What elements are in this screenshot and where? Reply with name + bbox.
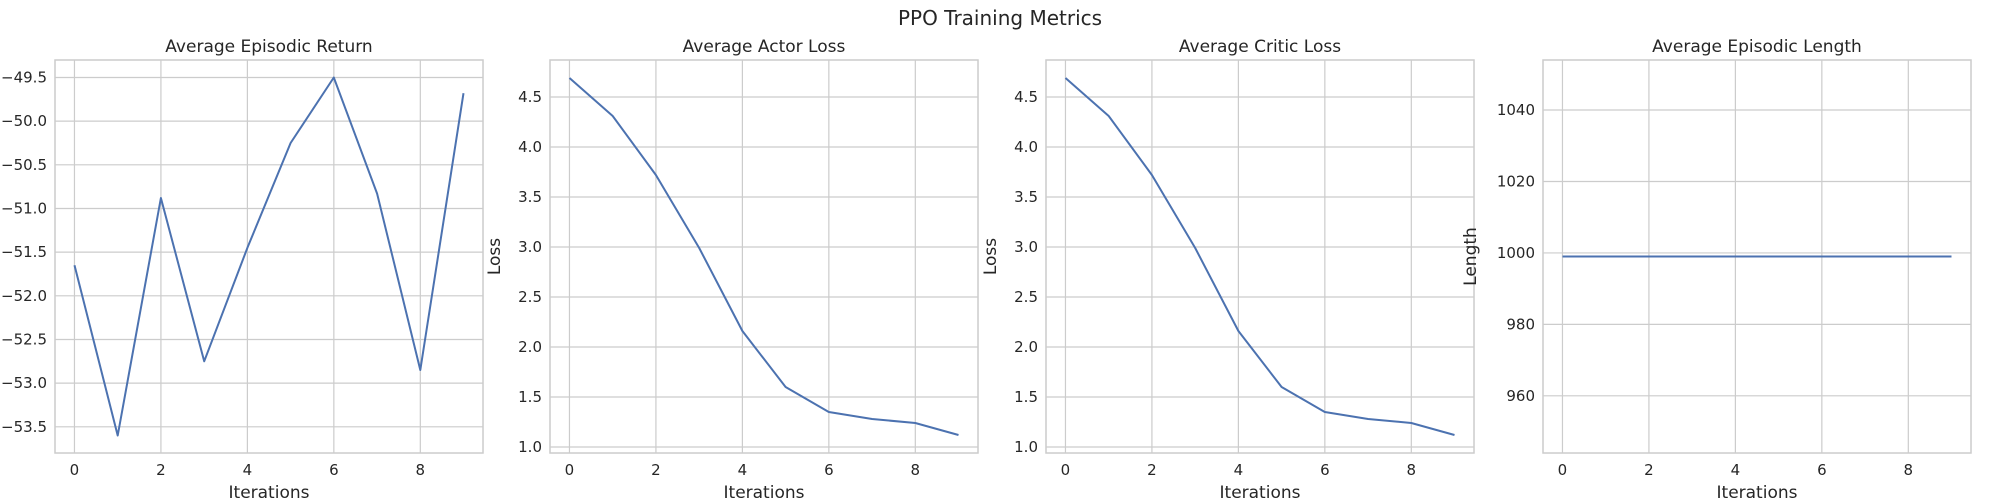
x-tick-label: 4 bbox=[1731, 461, 1741, 479]
x-tick-label: 0 bbox=[1061, 461, 1071, 479]
y-tick-label: 1.5 bbox=[1014, 388, 1038, 406]
y-tick-label: 3.0 bbox=[518, 238, 542, 256]
panels: 0 2 4 6 8 −53.5 −53.0 −52.5 −52.0 −51.5 −51.0 −50.5… bbox=[1, 37, 1972, 500]
chart-panel-4: 0 2 4 6 8 960 980 1000 1020 1040 Average Episodic … bbox=[1461, 37, 1972, 500]
y-tick-label: −52.5 bbox=[1, 330, 47, 348]
y-tick-label: −49.5 bbox=[1, 68, 47, 86]
x-tick-label: 0 bbox=[70, 461, 80, 479]
panel-title: Average Actor Loss bbox=[683, 37, 846, 57]
x-tick-label: 8 bbox=[1904, 461, 1914, 479]
x-axis-label: Iterations bbox=[1220, 483, 1301, 500]
y-tick-label: 2.5 bbox=[518, 288, 542, 306]
y-tick-label: 4.0 bbox=[518, 138, 542, 156]
x-tick-label: 4 bbox=[243, 461, 253, 479]
y-tick-label: 1000 bbox=[1497, 244, 1535, 262]
plot-frame bbox=[549, 59, 979, 454]
plot-frame bbox=[1045, 59, 1475, 454]
series-line-1 bbox=[73, 76, 465, 437]
x-axis-label: Iterations bbox=[1717, 483, 1798, 500]
y-axis-label: Loss bbox=[981, 238, 1001, 275]
x-tick-label: 8 bbox=[1407, 461, 1417, 479]
panel-title: Average Episodic Return bbox=[165, 37, 372, 57]
x-tick-label: 0 bbox=[1558, 461, 1568, 479]
y-tick-label: 1040 bbox=[1497, 101, 1535, 119]
y-tick-label: −51.0 bbox=[1, 199, 47, 217]
x-tick-label: 2 bbox=[156, 461, 166, 479]
plot-frame bbox=[54, 59, 484, 454]
x-tick-label: 6 bbox=[1320, 461, 1330, 479]
x-tick-label: 2 bbox=[651, 461, 661, 479]
panel-title: Average Critic Loss bbox=[1179, 37, 1341, 57]
y-tick-label: 1.0 bbox=[518, 438, 542, 456]
x-tick-label: 6 bbox=[329, 461, 339, 479]
x-tick-label: 4 bbox=[738, 461, 748, 479]
series-line-1 bbox=[568, 77, 959, 436]
y-tick-label: −52.0 bbox=[1, 287, 47, 305]
plot-frame bbox=[1542, 59, 1972, 454]
y-tick-label: 4.0 bbox=[1014, 138, 1038, 156]
chart-panel-2: 0 2 4 6 8 1.0 1.5 2.0 2.5 3.0 3.5 4.0 4.5 Average Act… bbox=[485, 37, 979, 500]
series-line-1 bbox=[1064, 77, 1455, 436]
panel-title: Average Episodic Length bbox=[1652, 37, 1862, 57]
x-axis-label: Iterations bbox=[229, 483, 310, 500]
chart-panel-1: 0 2 4 6 8 −53.5 −53.0 −52.5 −52.0 −51.5 −51.0 −50.5… bbox=[1, 37, 484, 500]
figure-title: PPO Training Metrics bbox=[898, 6, 1102, 30]
y-tick-label: 1.5 bbox=[518, 388, 542, 406]
x-tick-label: 2 bbox=[1147, 461, 1157, 479]
y-tick-label: −53.0 bbox=[1, 374, 47, 392]
y-tick-label: −51.5 bbox=[1, 243, 47, 261]
chart-panel-3: 0 2 4 6 8 1.0 1.5 2.0 2.5 3.0 3.5 4.0 4.5 Average Cri… bbox=[981, 37, 1475, 500]
y-tick-label: 1.0 bbox=[1014, 438, 1038, 456]
y-tick-label: −53.5 bbox=[1, 418, 47, 436]
y-tick-label: 2.0 bbox=[1014, 338, 1038, 356]
y-tick-label: 4.5 bbox=[1014, 88, 1038, 106]
x-tick-label: 0 bbox=[565, 461, 575, 479]
y-tick-label: 1020 bbox=[1497, 172, 1535, 190]
y-axis-label: Length bbox=[1461, 227, 1481, 286]
y-tick-label: 2.5 bbox=[1014, 288, 1038, 306]
y-tick-label: 3.5 bbox=[518, 188, 542, 206]
x-tick-label: 6 bbox=[824, 461, 834, 479]
y-tick-label: 4.5 bbox=[518, 88, 542, 106]
x-tick-label: 8 bbox=[911, 461, 921, 479]
x-tick-label: 2 bbox=[1644, 461, 1654, 479]
x-tick-label: 4 bbox=[1234, 461, 1244, 479]
y-tick-label: 960 bbox=[1506, 387, 1535, 405]
x-axis-label: Iterations bbox=[724, 483, 805, 500]
y-axis-label: Loss bbox=[485, 238, 505, 275]
x-tick-label: 6 bbox=[1817, 461, 1827, 479]
y-tick-label: 3.0 bbox=[1014, 238, 1038, 256]
y-tick-label: −50.0 bbox=[1, 112, 47, 130]
y-tick-label: 2.0 bbox=[518, 338, 542, 356]
y-tick-label: −50.5 bbox=[1, 156, 47, 174]
y-tick-label: 980 bbox=[1506, 315, 1535, 333]
x-tick-label: 8 bbox=[416, 461, 426, 479]
y-tick-label: 3.5 bbox=[1014, 188, 1038, 206]
